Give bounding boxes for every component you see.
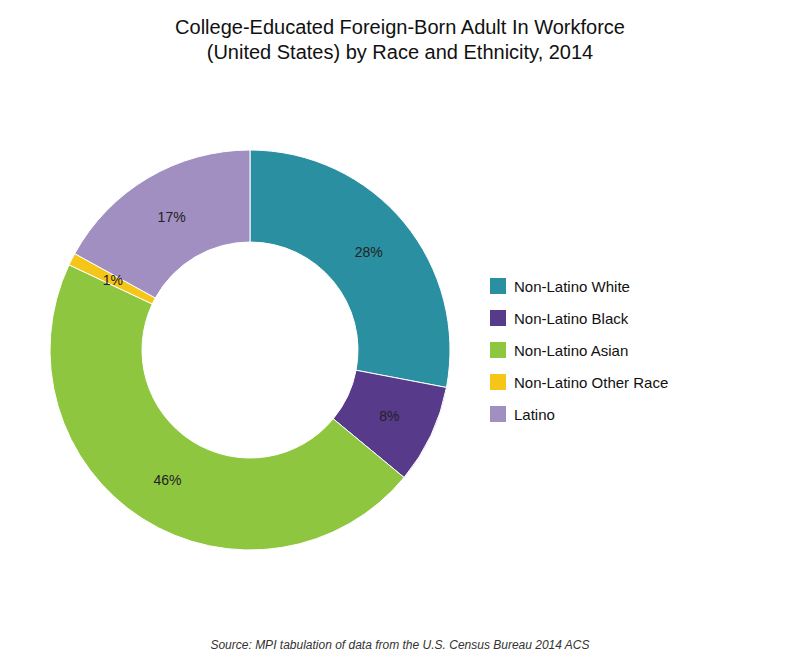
legend-label: Non-Latino White <box>514 278 630 295</box>
donut <box>50 150 450 550</box>
legend-label: Non-Latino Other Race <box>514 374 668 391</box>
slice <box>250 150 450 387</box>
legend: Non-Latino White Non-Latino Black Non-Lati… <box>490 278 668 423</box>
chart-root: College-Educated Foreign-Born Adult In W… <box>0 0 800 663</box>
legend-label: Non-Latino Asian <box>514 342 628 359</box>
legend-swatch <box>490 406 506 422</box>
data-labels: 28% 8% 46% 1% 17% <box>103 209 400 488</box>
legend-swatch <box>490 342 506 358</box>
legend-item: Non-Latino White <box>490 278 630 295</box>
data-label: 8% <box>379 408 399 424</box>
legend-label: Latino <box>514 406 555 423</box>
data-label: 1% <box>103 272 123 288</box>
slice <box>75 150 250 298</box>
legend-item: Non-Latino Asian <box>490 342 628 359</box>
data-label: 17% <box>158 209 186 225</box>
legend-item: Latino <box>490 406 555 423</box>
slice <box>50 265 404 550</box>
chart-title: College-Educated Foreign-Born Adult In W… <box>175 16 625 63</box>
legend-label: Non-Latino Black <box>514 310 629 327</box>
legend-swatch <box>490 310 506 326</box>
data-label: 28% <box>355 244 383 260</box>
legend-swatch <box>490 374 506 390</box>
legend-item: Non-Latino Black <box>490 310 629 327</box>
legend-swatch <box>490 278 506 294</box>
data-label: 46% <box>153 472 181 488</box>
source-note: Source: MPI tabulation of data from the … <box>210 638 589 652</box>
legend-item: Non-Latino Other Race <box>490 374 668 391</box>
